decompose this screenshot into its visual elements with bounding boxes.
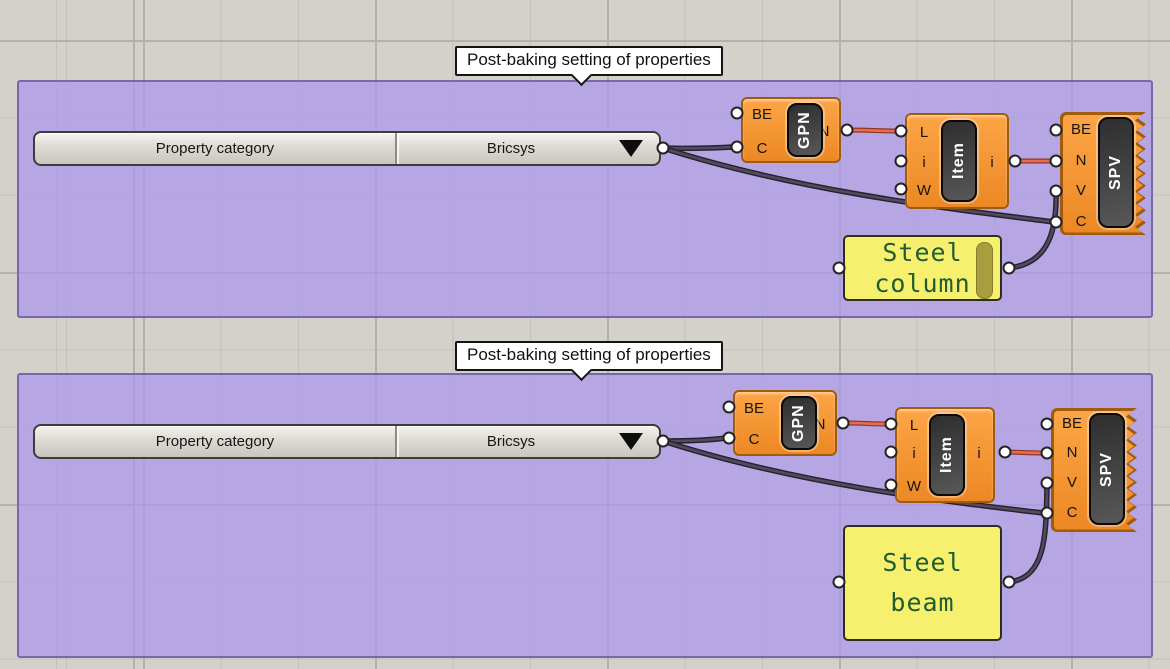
- port-spv-be-1[interactable]: [1049, 123, 1063, 137]
- port-panel-in-2[interactable]: [832, 575, 846, 589]
- value-list-selected-2[interactable]: Bricsys: [397, 426, 659, 457]
- port-gpn-n-1[interactable]: [840, 123, 854, 137]
- port-item-out-1[interactable]: [1008, 154, 1022, 168]
- gpn-input-be-label: BE: [743, 400, 764, 417]
- group-label-1[interactable]: Post-baking setting of properties: [455, 46, 723, 76]
- gpn-capsule: GPN: [781, 396, 817, 450]
- port-item-out-2[interactable]: [998, 445, 1012, 459]
- port-item-w-2[interactable]: [884, 478, 898, 492]
- gpn-output-n-label: N: [814, 416, 826, 433]
- item-input-l-label: L: [919, 124, 929, 141]
- spv-input-be-label: BE: [1070, 121, 1091, 138]
- port-spv-n-1[interactable]: [1049, 154, 1063, 168]
- panel-text-line2: column: [874, 269, 971, 298]
- item-output-i-label: i: [990, 154, 994, 171]
- spv-capsule: SPV: [1089, 413, 1125, 525]
- item-input-w-label: W: [916, 182, 932, 199]
- wire-panel-to-spv-v-2[interactable]: [1006, 482, 1050, 585]
- wire-category-to-spv-c-1[interactable]: [660, 145, 1057, 225]
- port-panel-out-2[interactable]: [1002, 575, 1016, 589]
- spv-input-c-label: C: [1066, 504, 1078, 521]
- value-list-property-category-1[interactable]: Property category Bricsys: [33, 131, 661, 166]
- group-label-2[interactable]: Post-baking setting of properties: [455, 341, 723, 371]
- spv-capsule: SPV: [1098, 117, 1134, 228]
- port-valuelist-out-1[interactable]: [656, 141, 670, 155]
- gpn-input-c-label: C: [756, 140, 768, 157]
- item-input-i-label: i: [912, 445, 916, 462]
- wire-panel-to-spv-v-1[interactable]: [1006, 190, 1059, 271]
- port-panel-out-1[interactable]: [1002, 261, 1016, 275]
- port-spv-c-1[interactable]: [1049, 215, 1063, 229]
- port-item-i-1[interactable]: [894, 154, 908, 168]
- value-list-name-2[interactable]: Property category: [35, 426, 397, 457]
- value-list-selected-label-2: Bricsys: [486, 433, 536, 450]
- dropdown-triangle-icon[interactable]: [619, 433, 643, 450]
- gpn-input-be-label: BE: [751, 106, 772, 123]
- value-list-name-1[interactable]: Property category: [35, 133, 397, 164]
- component-gpn-2[interactable]: BE C N GPN: [733, 390, 837, 456]
- port-gpn-c-1[interactable]: [730, 140, 744, 154]
- value-list-property-category-2[interactable]: Property category Bricsys: [33, 424, 661, 459]
- port-valuelist-out-2[interactable]: [656, 434, 670, 448]
- port-gpn-be-2[interactable]: [722, 400, 736, 414]
- panel-steel-beam[interactable]: Steel beam: [843, 525, 1002, 641]
- wire-category-to-spv-c-2[interactable]: [660, 438, 1046, 516]
- item-capsule: Item: [929, 414, 965, 496]
- value-list-selected-label-1: Bricsys: [486, 140, 536, 157]
- spv-input-be-label: BE: [1061, 415, 1082, 432]
- value-list-selected-1[interactable]: Bricsys: [397, 133, 659, 164]
- port-gpn-be-1[interactable]: [730, 106, 744, 120]
- spv-input-v-label: V: [1075, 182, 1086, 199]
- gpn-capsule: GPN: [787, 103, 823, 157]
- port-item-l-2[interactable]: [884, 417, 898, 431]
- spv-input-c-label: C: [1075, 213, 1087, 230]
- panel-text-line1: Steel: [882, 238, 963, 267]
- component-gpn-1[interactable]: BE C N GPN: [741, 97, 841, 163]
- dropdown-triangle-icon[interactable]: [619, 140, 643, 157]
- panel-steel-column[interactable]: Steel column: [843, 235, 1002, 301]
- port-item-i-2[interactable]: [884, 445, 898, 459]
- spv-input-n-label: N: [1075, 152, 1087, 169]
- port-spv-c-2[interactable]: [1040, 506, 1054, 520]
- wire-category-to-gpn-c-2[interactable]: [660, 435, 728, 444]
- port-item-l-1[interactable]: [894, 124, 908, 138]
- item-capsule: Item: [941, 120, 977, 202]
- component-item-1[interactable]: L i W i Item: [905, 113, 1009, 209]
- port-item-w-1[interactable]: [894, 182, 908, 196]
- spv-input-v-label: V: [1066, 474, 1077, 491]
- gpn-output-n-label: N: [818, 123, 830, 140]
- item-output-i-label: i: [977, 445, 981, 462]
- port-spv-n-2[interactable]: [1040, 446, 1054, 460]
- port-spv-v-2[interactable]: [1040, 476, 1054, 490]
- item-input-w-label: W: [906, 478, 922, 495]
- port-gpn-c-2[interactable]: [722, 431, 736, 445]
- wire-category-to-gpn-c-1[interactable]: [660, 144, 736, 152]
- panel-scrollbar[interactable]: [976, 242, 993, 299]
- port-gpn-n-2[interactable]: [836, 416, 850, 430]
- panel-text-line1: Steel: [882, 548, 963, 577]
- component-spv-2[interactable]: BE N V C SPV: [1051, 408, 1137, 532]
- gpn-input-c-label: C: [748, 431, 760, 448]
- wire-gpn-n-to-item-l-2[interactable]: [840, 420, 890, 427]
- port-spv-v-1[interactable]: [1049, 184, 1063, 198]
- wire-gpn-n-to-item-l-1[interactable]: [844, 127, 900, 134]
- spv-input-n-label: N: [1066, 444, 1078, 461]
- component-spv-1[interactable]: BE N V C SPV: [1060, 112, 1146, 235]
- item-input-i-label: i: [922, 154, 926, 171]
- port-spv-be-2[interactable]: [1040, 417, 1054, 431]
- item-input-l-label: L: [909, 417, 919, 434]
- component-item-2[interactable]: L i W i Item: [895, 407, 995, 503]
- port-panel-in-1[interactable]: [832, 261, 846, 275]
- panel-text-line2: beam: [890, 588, 955, 617]
